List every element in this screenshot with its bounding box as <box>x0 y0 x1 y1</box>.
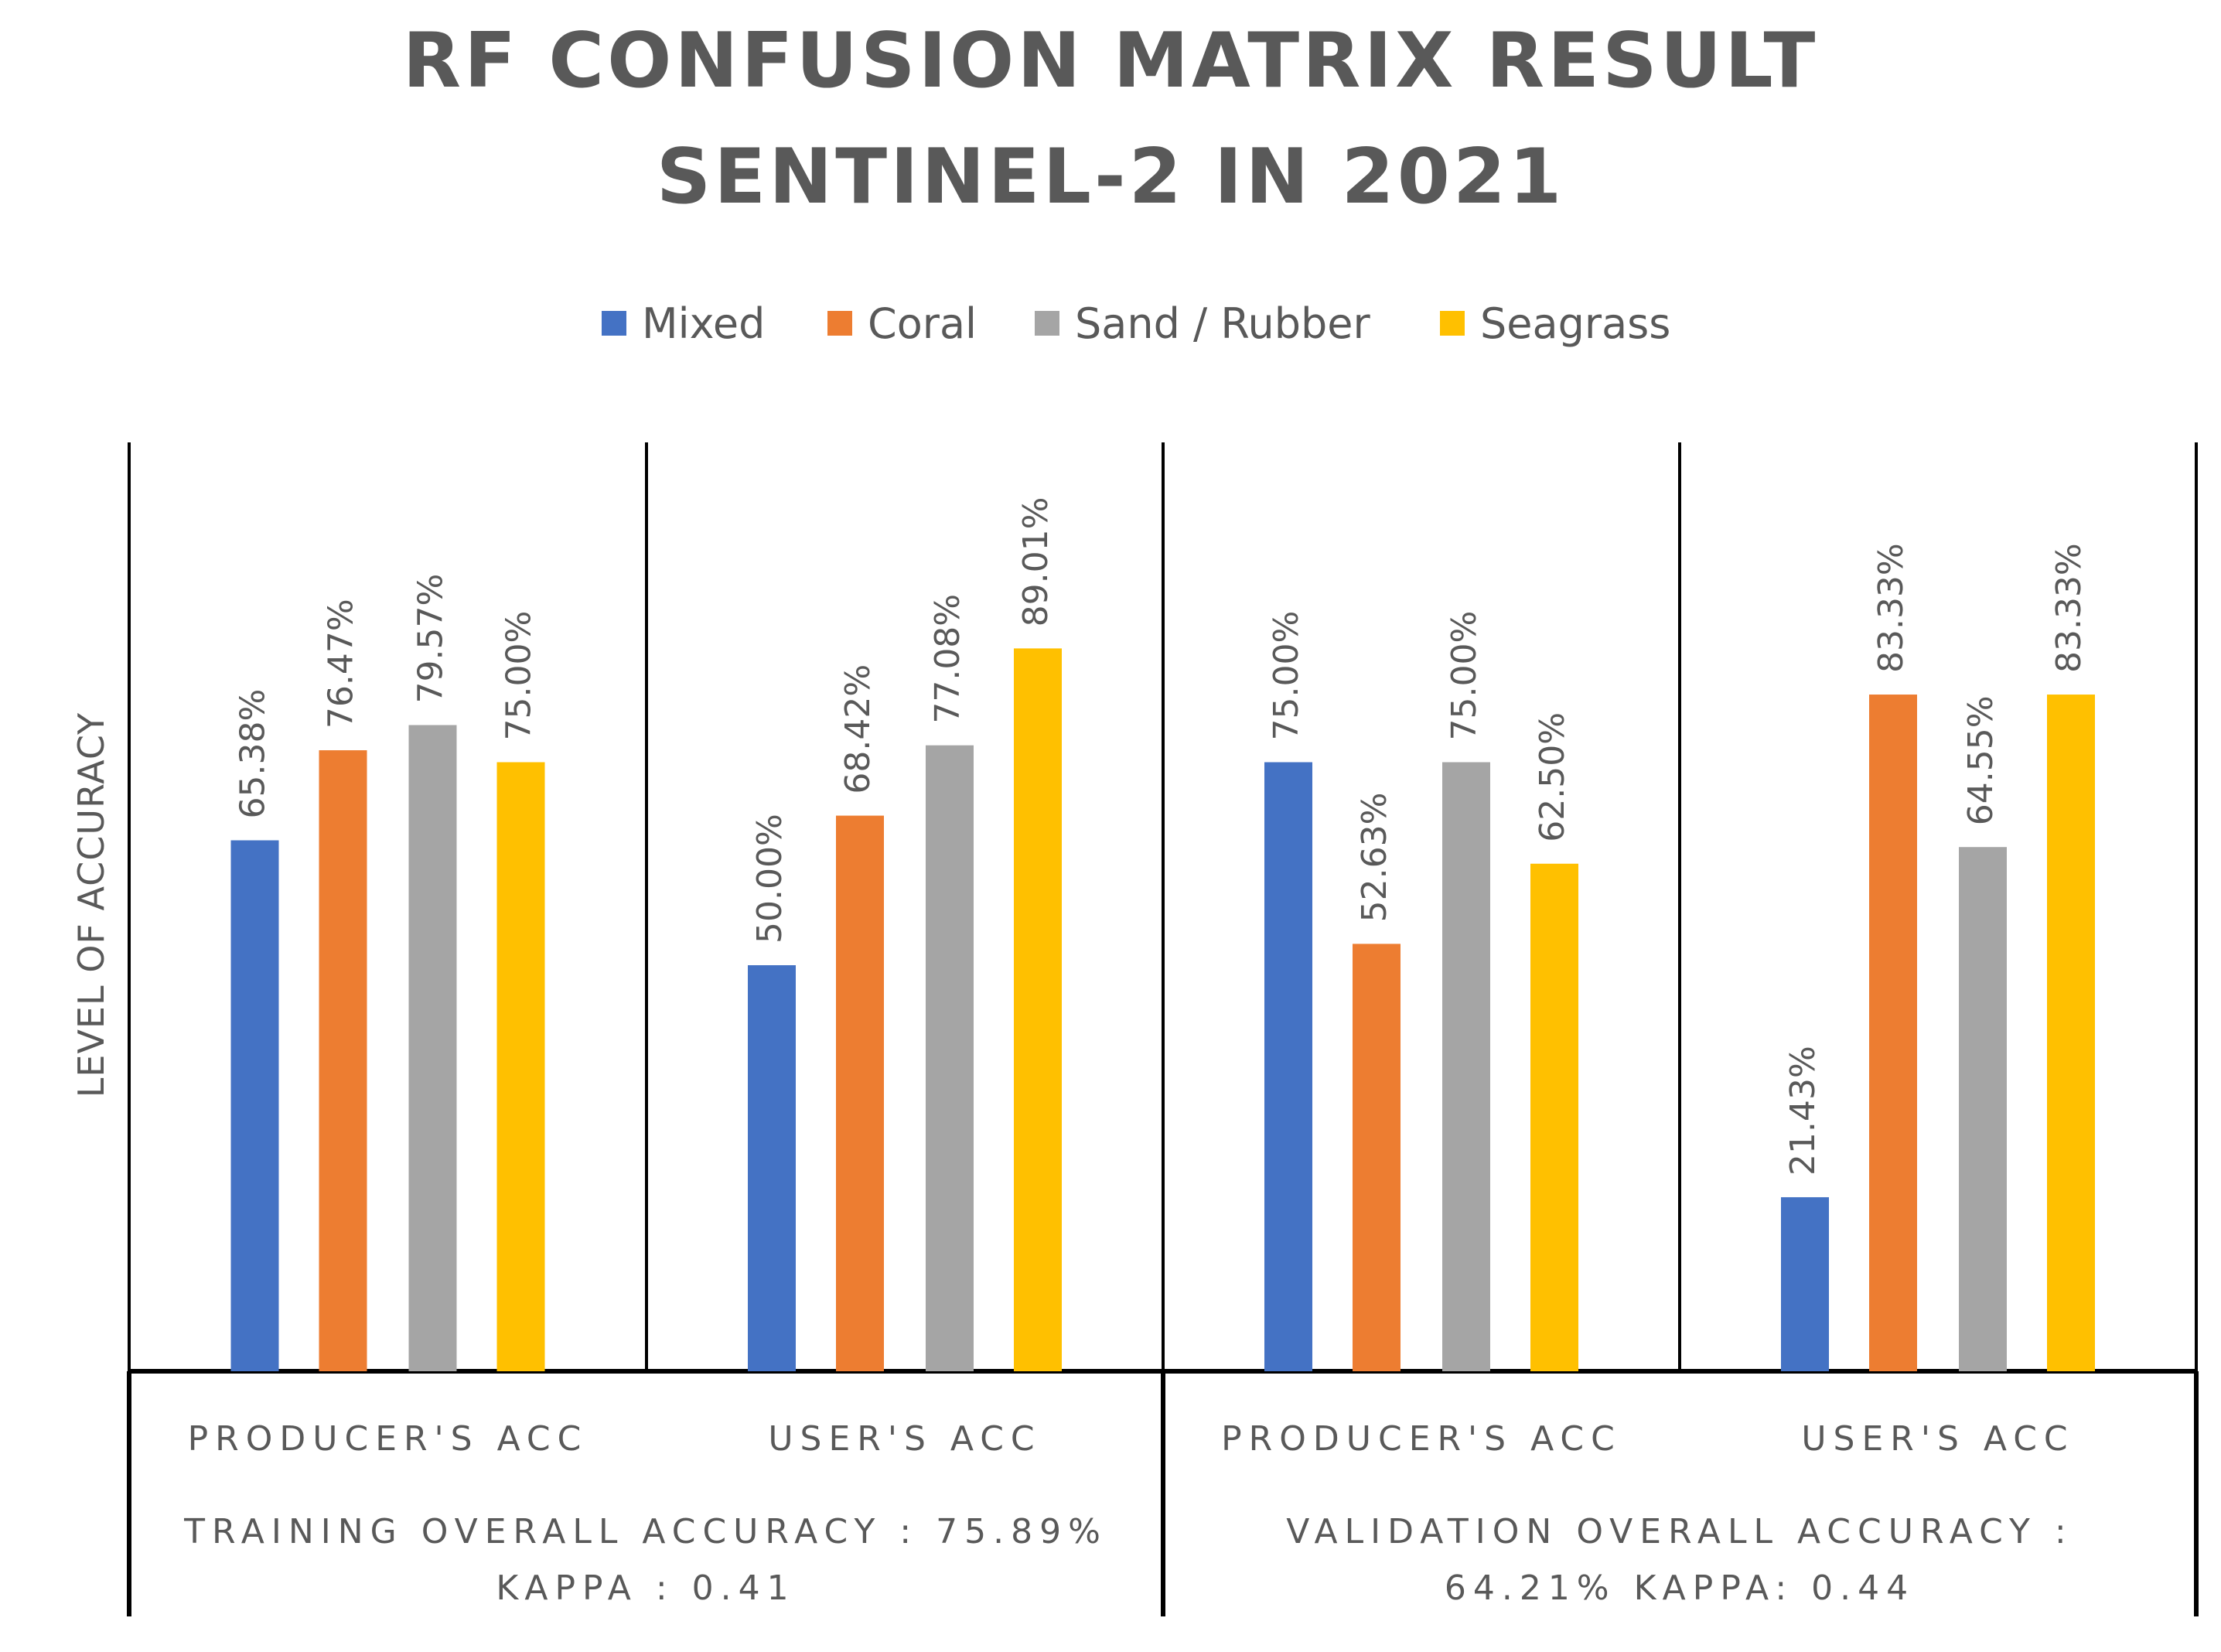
bar-seagrass-1 <box>496 762 545 1371</box>
bar-coral-3 <box>1353 944 1400 1371</box>
legend-swatch-seagrass <box>1440 311 1465 336</box>
bar-sand-rubber-4 <box>1959 847 2007 1371</box>
y-axis-label-group: LEVEL OF ACCURACY <box>70 712 112 1098</box>
bar-mixed-1 <box>230 840 279 1371</box>
data-label-seagrass-4: 83.33% <box>2049 543 2089 673</box>
bar-sand-rubber-2 <box>926 745 974 1371</box>
data-label-sand-rubber-3: 75.00% <box>1445 611 1484 741</box>
data-label-coral-3: 52.63% <box>1355 793 1394 923</box>
data-label-seagrass-3: 62.50% <box>1533 712 1572 842</box>
legend-label-sand-rubber: Sand / Rubber <box>1075 299 1370 348</box>
legend-label-seagrass: Seagrass <box>1480 299 1670 348</box>
bar-sand-rubber-1 <box>408 725 457 1371</box>
bar-seagrass-2 <box>1014 648 1062 1371</box>
data-labels-group: 65.38% 76.47% 79.57% 75.00% 50.00% 68.42% 77.0… <box>234 497 2090 1176</box>
category-label-3: PRODUCER'S ACC <box>1221 1419 1622 1459</box>
bar-coral-1 <box>319 750 367 1371</box>
chart-title: RF CONFUSION MATRIX RESULT SENTINEL-2 IN … <box>403 17 1819 221</box>
bar-seagrass-4 <box>2047 695 2095 1371</box>
legend-label-coral: Coral <box>868 299 977 348</box>
bar-mixed-4 <box>1781 1196 1829 1371</box>
data-label-seagrass-1: 75.00% <box>500 611 539 741</box>
group-label-training-line-1: TRAINING OVERALL ACCURACY : 75.89% <box>183 1512 1107 1551</box>
bar-coral-2 <box>836 815 884 1371</box>
data-label-mixed-4: 21.43% <box>1783 1046 1823 1176</box>
data-label-mixed-3: 75.00% <box>1267 611 1306 741</box>
data-label-seagrass-2: 89.01% <box>1016 497 1056 627</box>
bar-mixed-2 <box>748 965 796 1371</box>
bar-coral-4 <box>1869 695 1917 1371</box>
bar-series-group <box>230 648 2095 1371</box>
chart-legend: Mixed Coral Sand / Rubber Seagrass <box>602 299 1670 348</box>
data-label-coral-4: 83.33% <box>1871 543 1911 673</box>
data-label-sand-rubber-2: 77.08% <box>928 594 967 724</box>
chart-title-line: SENTINEL-2 IN 2021 <box>657 133 1565 221</box>
y-axis-label: LEVEL OF ACCURACY <box>70 712 112 1098</box>
bar-seagrass-3 <box>1530 863 1578 1371</box>
category-labels-group: PRODUCER'S ACC USER'S ACC PRODUCER'S ACC US… <box>188 1419 2074 1459</box>
data-label-mixed-1: 65.38% <box>234 689 273 819</box>
legend-swatch-sand-rubber <box>1035 311 1059 336</box>
legend-label-mixed: Mixed <box>642 299 765 348</box>
group-label-training-line-2: KAPPA : 0.41 <box>496 1568 795 1608</box>
chart-frame <box>127 442 2199 1616</box>
data-label-sand-rubber-1: 79.57% <box>411 574 451 704</box>
bar-mixed-3 <box>1264 762 1312 1371</box>
group-label-validation-line-1: VALIDATION OVERALL ACCURACY : <box>1286 1512 2073 1551</box>
chart-title-line: RF CONFUSION MATRIX RESULT <box>403 17 1819 105</box>
category-label-4: USER'S ACC <box>1801 1419 2074 1459</box>
category-label-1: PRODUCER'S ACC <box>188 1419 589 1459</box>
legend-swatch-coral <box>827 311 852 336</box>
group-labels-group: TRAINING OVERALL ACCURACY : 75.89% KAPPA … <box>183 1512 2073 1608</box>
legend-swatch-mixed <box>602 311 626 336</box>
data-label-sand-rubber-4: 64.55% <box>1961 695 2001 825</box>
data-label-coral-2: 68.42% <box>838 664 878 794</box>
bar-sand-rubber-3 <box>1442 762 1490 1371</box>
group-label-validation-line-2: 64.21% KAPPA: 0.44 <box>1445 1568 1915 1608</box>
data-label-mixed-2: 50.00% <box>750 814 790 944</box>
category-label-2: USER'S ACC <box>768 1419 1041 1459</box>
data-label-coral-1: 76.47% <box>322 599 361 729</box>
